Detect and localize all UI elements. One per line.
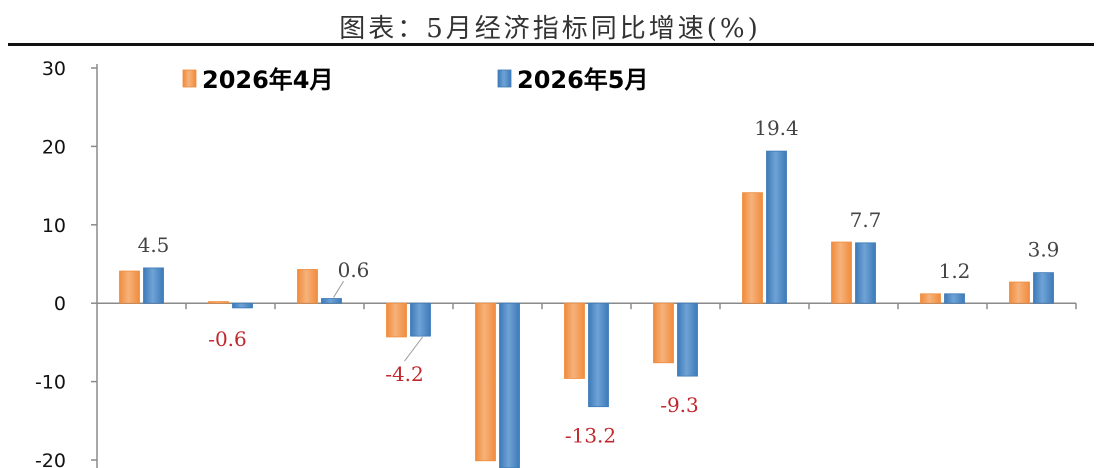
bar-may-10 bbox=[944, 293, 965, 304]
data-label-1: 4.5 bbox=[138, 233, 170, 257]
legend-swatch-may bbox=[497, 69, 512, 88]
chart-data-labels: 4.5 -0.6 0.6 -4.2 -13.2 -9.3 19.4 7.7 1.2 3.9 bbox=[138, 116, 1060, 448]
chart-axes: 30 20 10 0 -10 -20 bbox=[35, 58, 1077, 468]
y-tick-label: -10 bbox=[35, 372, 66, 394]
bar-april-6 bbox=[564, 302, 585, 379]
y-tick-label: 20 bbox=[42, 136, 66, 158]
bar-april-7 bbox=[653, 302, 674, 364]
bar-may-6 bbox=[588, 302, 609, 408]
bar-may-1 bbox=[143, 267, 164, 304]
bar-may-7 bbox=[677, 302, 698, 377]
chart-title: 图表：5月经济指标同比增速(%) bbox=[339, 14, 761, 44]
bar-april-4 bbox=[386, 302, 407, 338]
y-tick-label: -20 bbox=[35, 450, 66, 468]
bar-april-9 bbox=[831, 241, 852, 304]
data-label-2: -0.6 bbox=[208, 327, 247, 351]
bar-may-8 bbox=[766, 150, 787, 304]
y-tick-label: 30 bbox=[42, 58, 66, 80]
bar-april-11 bbox=[1009, 281, 1030, 304]
legend-label-april: 2026年4月 bbox=[202, 66, 334, 94]
data-label-6: -13.2 bbox=[565, 424, 616, 448]
data-label-4: -4.2 bbox=[385, 362, 424, 386]
data-label-8: 19.4 bbox=[754, 116, 799, 140]
bar-april-5 bbox=[475, 302, 496, 462]
data-label-9: 7.7 bbox=[850, 208, 882, 232]
bar-april-1 bbox=[119, 270, 140, 304]
bar-april-8 bbox=[742, 192, 763, 304]
bar-may-11 bbox=[1033, 272, 1054, 304]
bar-april-3 bbox=[297, 269, 318, 304]
data-label-3: 0.6 bbox=[338, 258, 370, 282]
label-leader-line bbox=[333, 280, 344, 298]
data-label-11: 3.9 bbox=[1028, 238, 1060, 262]
legend-swatch-april bbox=[182, 69, 197, 88]
bar-may-4 bbox=[410, 302, 431, 337]
bar-may-5 bbox=[499, 302, 520, 468]
bar-april-10 bbox=[920, 293, 941, 304]
legend-label-may: 2026年5月 bbox=[517, 66, 649, 94]
y-tick-label: 10 bbox=[42, 215, 66, 237]
title-divider bbox=[8, 43, 1094, 46]
y-tick-label: 0 bbox=[54, 293, 66, 315]
chart-bars bbox=[119, 150, 1054, 468]
bar-may-2 bbox=[232, 302, 253, 309]
chart-legend: 2026年4月 2026年5月 bbox=[182, 66, 649, 94]
data-label-7: -9.3 bbox=[660, 393, 699, 417]
data-label-10: 1.2 bbox=[939, 259, 971, 283]
bar-april-2 bbox=[208, 301, 229, 304]
bar-may-9 bbox=[855, 242, 876, 304]
bar-may-3 bbox=[321, 298, 342, 304]
label-leader-line bbox=[404, 336, 423, 362]
